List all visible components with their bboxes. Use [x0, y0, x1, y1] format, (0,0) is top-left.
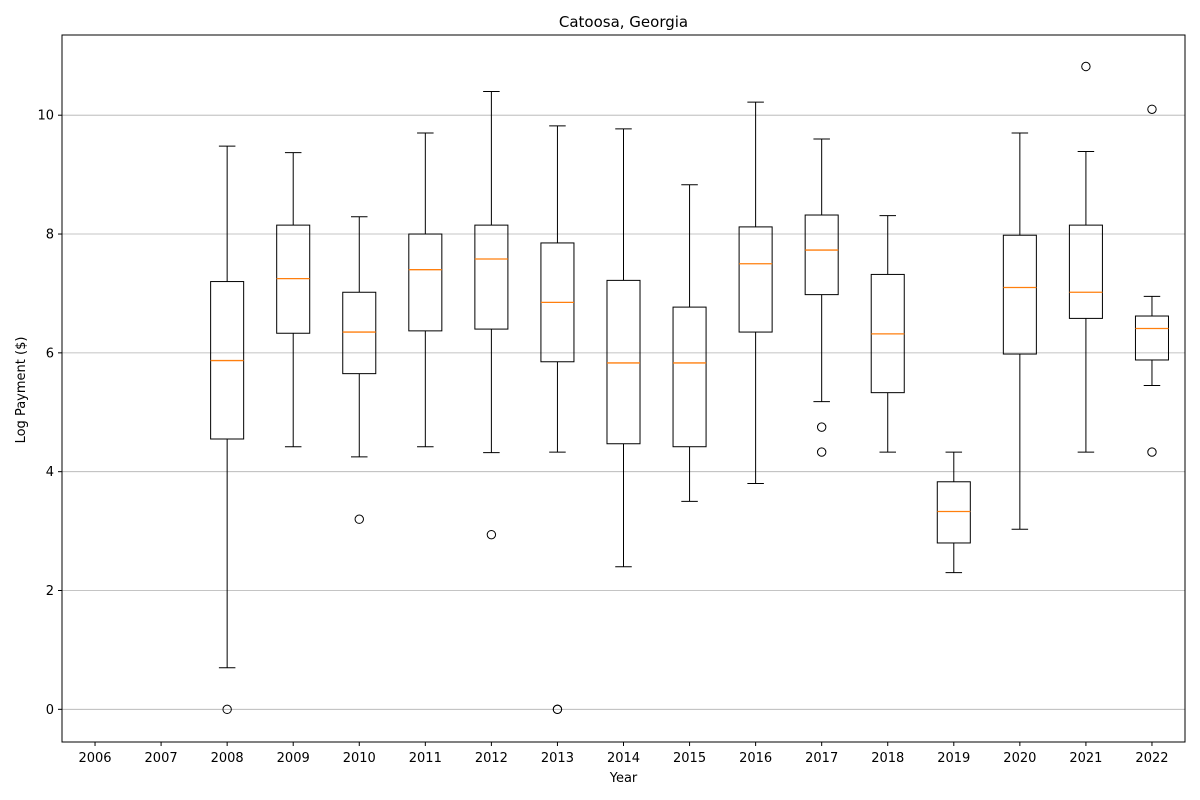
x-tick-label-2006: 2006	[78, 751, 111, 766]
box-2011	[408, 132, 443, 448]
flier-2013-1	[552, 704, 563, 715]
x-tick-label-2019: 2019	[937, 751, 970, 766]
x-tick-label-2017: 2017	[805, 751, 838, 766]
x-tick-label-2022: 2022	[1135, 751, 1168, 766]
flier-2017-1	[816, 447, 827, 457]
x-tick-label-2021: 2021	[1069, 751, 1102, 766]
box-body-2021	[1068, 224, 1103, 319]
x-axis-label: Year	[609, 771, 638, 786]
y-tick-label-0: 0	[46, 703, 54, 718]
y-axis-label: Log Payment ($)	[14, 337, 29, 444]
box-2008	[210, 145, 245, 715]
box-2021	[1068, 61, 1103, 453]
box-2012	[474, 90, 509, 540]
x-tick-label-2009: 2009	[277, 751, 310, 766]
box-body-2016	[738, 226, 773, 333]
box-series	[210, 61, 1169, 715]
box-body-2010	[342, 291, 377, 375]
box-2018	[870, 215, 905, 453]
box-2015	[672, 184, 707, 502]
flier-2022-0	[1147, 104, 1157, 114]
flier-2012-0	[486, 529, 497, 540]
box-body-2015	[672, 306, 707, 448]
flier-2022-1	[1147, 447, 1157, 457]
box-2019	[936, 451, 971, 574]
box-2020	[1002, 132, 1037, 530]
x-tick-label-2013: 2013	[541, 751, 574, 766]
chart-title: Catoosa, Georgia	[559, 13, 688, 31]
flier-2017-0	[816, 422, 827, 432]
y-tick-label-6: 6	[46, 346, 54, 361]
x-tick-label-2020: 2020	[1003, 751, 1036, 766]
y-axis-ticks: 0 2 4 6 8 10	[37, 109, 62, 718]
x-tick-label-2014: 2014	[607, 751, 640, 766]
box-body-2014	[606, 279, 641, 445]
flier-2010-0	[354, 514, 364, 524]
box-body-2011	[408, 233, 443, 332]
box-body-2012	[474, 224, 509, 330]
y-tick-label-4: 4	[46, 465, 54, 480]
box-2022	[1134, 104, 1169, 457]
box-2009	[276, 152, 311, 448]
box-2017	[804, 138, 839, 457]
y-tick-label-8: 8	[46, 228, 54, 243]
box-body-2022	[1134, 315, 1169, 361]
box-2013	[540, 125, 575, 715]
box-2016	[738, 101, 773, 485]
box-body-2020	[1002, 234, 1037, 355]
box-2010	[342, 216, 377, 524]
x-tick-label-2008: 2008	[211, 751, 244, 766]
flier-2021-0	[1081, 61, 1091, 72]
y-tick-label-10: 10	[37, 109, 54, 124]
x-tick-label-2012: 2012	[475, 751, 508, 766]
box-2014	[606, 128, 641, 568]
y-tick-label-2: 2	[46, 584, 54, 599]
x-tick-label-2018: 2018	[871, 751, 904, 766]
x-tick-label-2011: 2011	[409, 751, 442, 766]
box-body-2017	[804, 214, 839, 296]
box-body-2019	[936, 481, 971, 544]
x-tick-label-2010: 2010	[343, 751, 376, 766]
x-tick-label-2015: 2015	[673, 751, 706, 766]
x-tick-label-2016: 2016	[739, 751, 772, 766]
x-tick-label-2007: 2007	[145, 751, 178, 766]
flier-2008-0	[222, 704, 232, 715]
x-axis-ticks: 2006 2007 2008 2009 2010 2011 2012 2013 2014 2015…	[78, 742, 1169, 766]
